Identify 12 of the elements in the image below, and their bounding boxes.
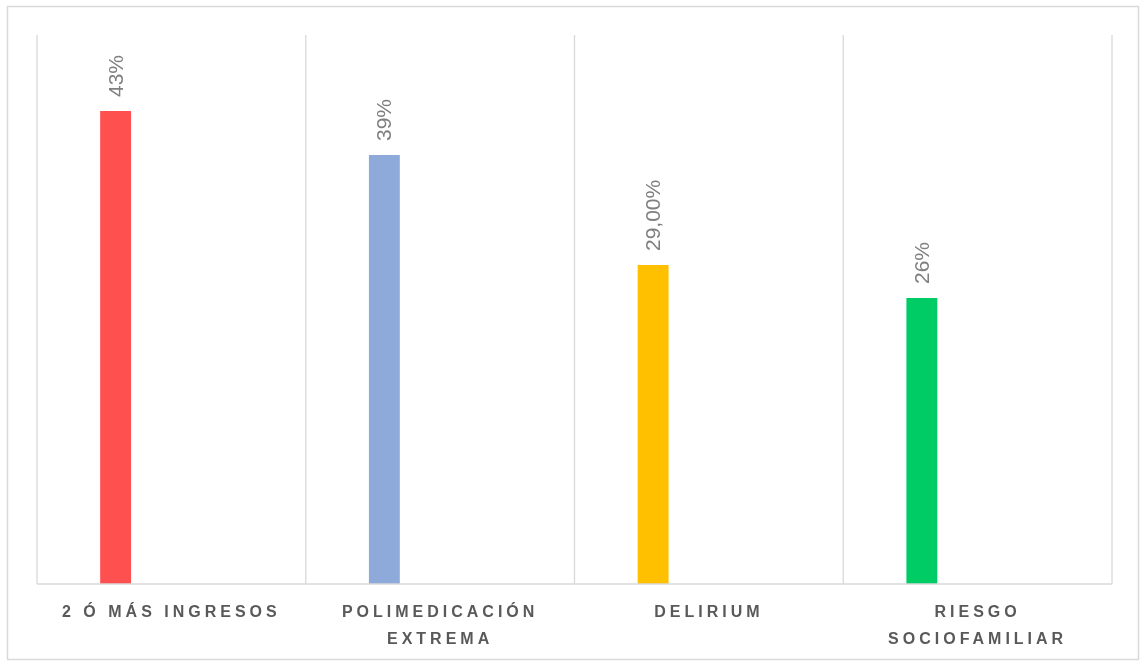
bar bbox=[906, 298, 938, 584]
x-tick-label: RIESGO SOCIOFAMILIAR bbox=[888, 603, 1068, 647]
data-label: 39% bbox=[372, 98, 396, 141]
x-tick-label: POLIMEDICACIÓN EXTREMA bbox=[341, 602, 539, 647]
data-label: 26% bbox=[909, 241, 933, 284]
bar bbox=[100, 111, 132, 584]
bar bbox=[368, 155, 400, 584]
data-label: 43% bbox=[103, 54, 127, 97]
x-tick-label: 2 Ó MÁS INGRESOS bbox=[62, 602, 281, 620]
data-label: 29,00% bbox=[641, 179, 665, 251]
x-tick-label: DELIRIUM bbox=[654, 603, 764, 620]
bar bbox=[637, 265, 669, 584]
